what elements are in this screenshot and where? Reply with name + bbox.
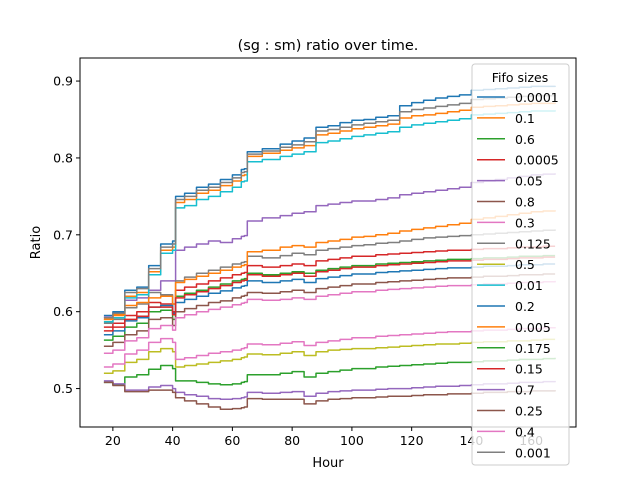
legend-label-14: 0.7	[515, 383, 535, 398]
legend-label-7: 0.125	[515, 236, 551, 251]
legend-label-8: 0.5	[515, 257, 535, 272]
series-line-8	[103, 338, 556, 374]
series-line-17	[103, 94, 556, 319]
legend-box	[471, 63, 570, 466]
series-line-16	[103, 327, 556, 368]
legend-label-13: 0.15	[515, 362, 543, 377]
series-line-6	[103, 280, 556, 354]
legend-title: Fifo sizes	[492, 70, 549, 85]
series-line-14	[103, 380, 556, 401]
series-line-10	[103, 263, 556, 336]
x-tick-label-4: 100	[340, 433, 364, 448]
legend-label-17: 0.001	[515, 445, 551, 460]
legend-label-12: 0.175	[515, 341, 551, 356]
legend-label-4: 0.05	[515, 174, 543, 189]
legend-label-5: 0.8	[515, 195, 535, 210]
legend-label-0: 0.0001	[515, 90, 559, 105]
x-tick-label-3: 80	[284, 433, 300, 448]
legend-label-16: 0.4	[515, 424, 535, 439]
y-tick-label-0: 0.5	[53, 381, 73, 396]
series-line-5	[103, 273, 556, 348]
x-tick-label-0: 20	[105, 433, 121, 448]
series-line-3	[103, 245, 556, 328]
legend-label-15: 0.25	[515, 404, 543, 419]
x-tick-label-2: 60	[224, 433, 240, 448]
y-tick-label-1: 0.6	[53, 304, 73, 319]
y-tick-label-2: 0.7	[53, 227, 73, 242]
y-axis-label: Ratio	[29, 226, 44, 259]
plot-frame	[79, 57, 577, 428]
legend-label-9: 0.01	[515, 278, 543, 293]
y-tick-label-3: 0.8	[53, 150, 73, 165]
x-tick-label-5: 120	[400, 433, 424, 448]
legend-label-6: 0.3	[515, 215, 535, 230]
legend-label-1: 0.1	[515, 111, 535, 126]
legend: Fifo sizes 0.0001 0.1 0.6 0.0005 0.05 0.8 0.3 0…	[471, 63, 570, 466]
legend-label-2: 0.6	[515, 132, 535, 147]
x-axis-label: Hour	[312, 456, 344, 471]
chart-title: (sg : sm) ratio over time.	[238, 38, 419, 54]
series-line-12	[103, 357, 556, 386]
legend-label-3: 0.0005	[515, 153, 559, 168]
x-tick-label-1: 40	[165, 433, 181, 448]
legend-label-10: 0.2	[515, 299, 535, 314]
series-line-13	[103, 256, 556, 332]
y-tick-label-4: 0.9	[53, 74, 73, 89]
plot-area	[103, 85, 556, 411]
legend-label-11: 0.005	[515, 320, 551, 335]
series-line-2	[103, 254, 556, 341]
series-line-15	[103, 381, 556, 411]
